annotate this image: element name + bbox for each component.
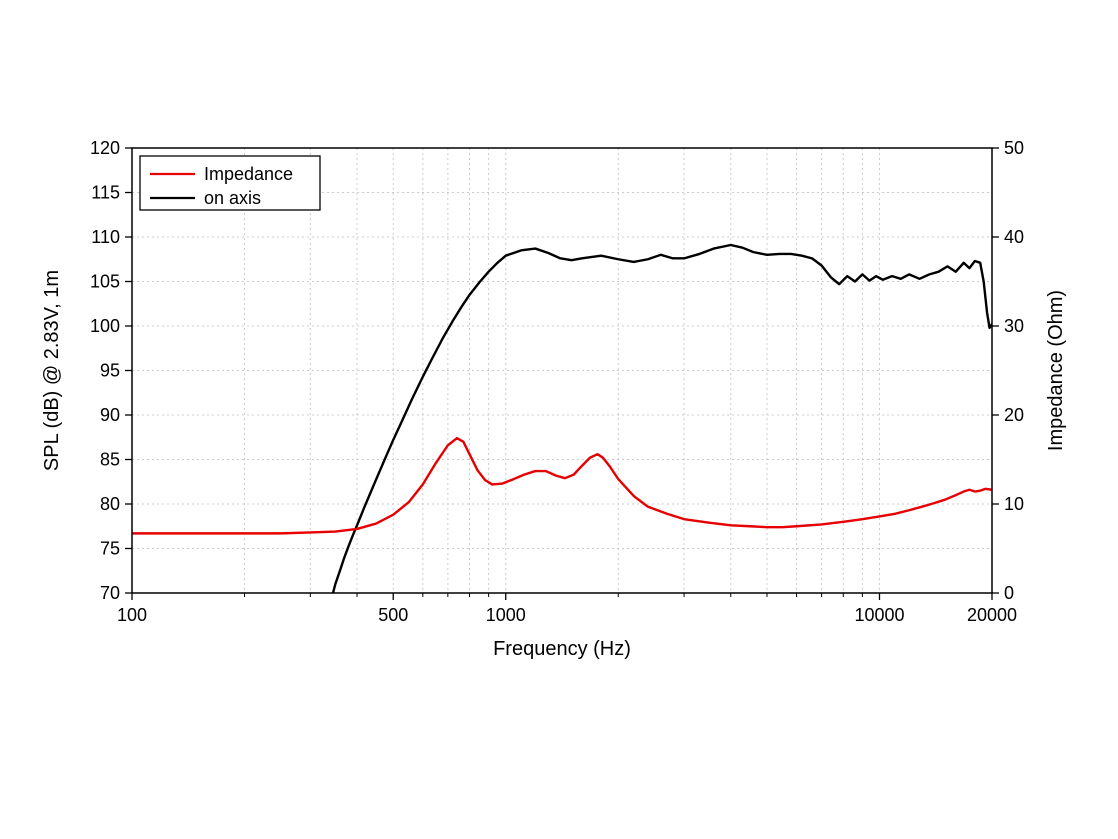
y-left-tick-label: 85 xyxy=(100,450,120,470)
y-right-tick-label: 30 xyxy=(1004,316,1024,336)
y-right-tick-label: 10 xyxy=(1004,494,1024,514)
y-left-tick-label: 120 xyxy=(90,138,120,158)
y-left-tick-label: 95 xyxy=(100,361,120,381)
y-left-tick-label: 75 xyxy=(100,539,120,559)
legend: Impedance on axis xyxy=(140,156,320,210)
y-right-axis-label: Impedance (Ohm) xyxy=(1045,290,1067,451)
y-right-tick-label: 0 xyxy=(1004,583,1014,603)
y-left-tick-label: 100 xyxy=(90,316,120,336)
y-left-tick-label: 105 xyxy=(90,272,120,292)
y-left-tick-label: 115 xyxy=(91,183,120,203)
y-left-tick-label: 110 xyxy=(91,227,120,247)
y-left-tick-label: 70 xyxy=(100,583,120,603)
legend-label: Impedance xyxy=(204,164,293,184)
chart-container: 1005001000100002000070758085909510010511… xyxy=(0,0,1118,839)
x-axis-label: Frequency (Hz) xyxy=(493,638,631,660)
y-right-tick-label: 50 xyxy=(1004,138,1024,158)
y-left-tick-label: 90 xyxy=(100,405,120,425)
y-left-axis-label: SPL (dB) @ 2.83V, 1m xyxy=(41,270,63,471)
x-tick-label: 500 xyxy=(378,605,408,625)
y-right-tick-label: 40 xyxy=(1004,227,1024,247)
x-tick-label: 20000 xyxy=(967,605,1017,625)
x-tick-label: 1000 xyxy=(486,605,526,625)
x-tick-label: 10000 xyxy=(854,605,904,625)
y-left-tick-label: 80 xyxy=(100,494,120,514)
x-tick-label: 100 xyxy=(117,605,147,625)
legend-label: on axis xyxy=(204,188,261,208)
y-right-tick-label: 20 xyxy=(1004,405,1024,425)
frequency-response-chart: 1005001000100002000070758085909510010511… xyxy=(0,0,1118,839)
